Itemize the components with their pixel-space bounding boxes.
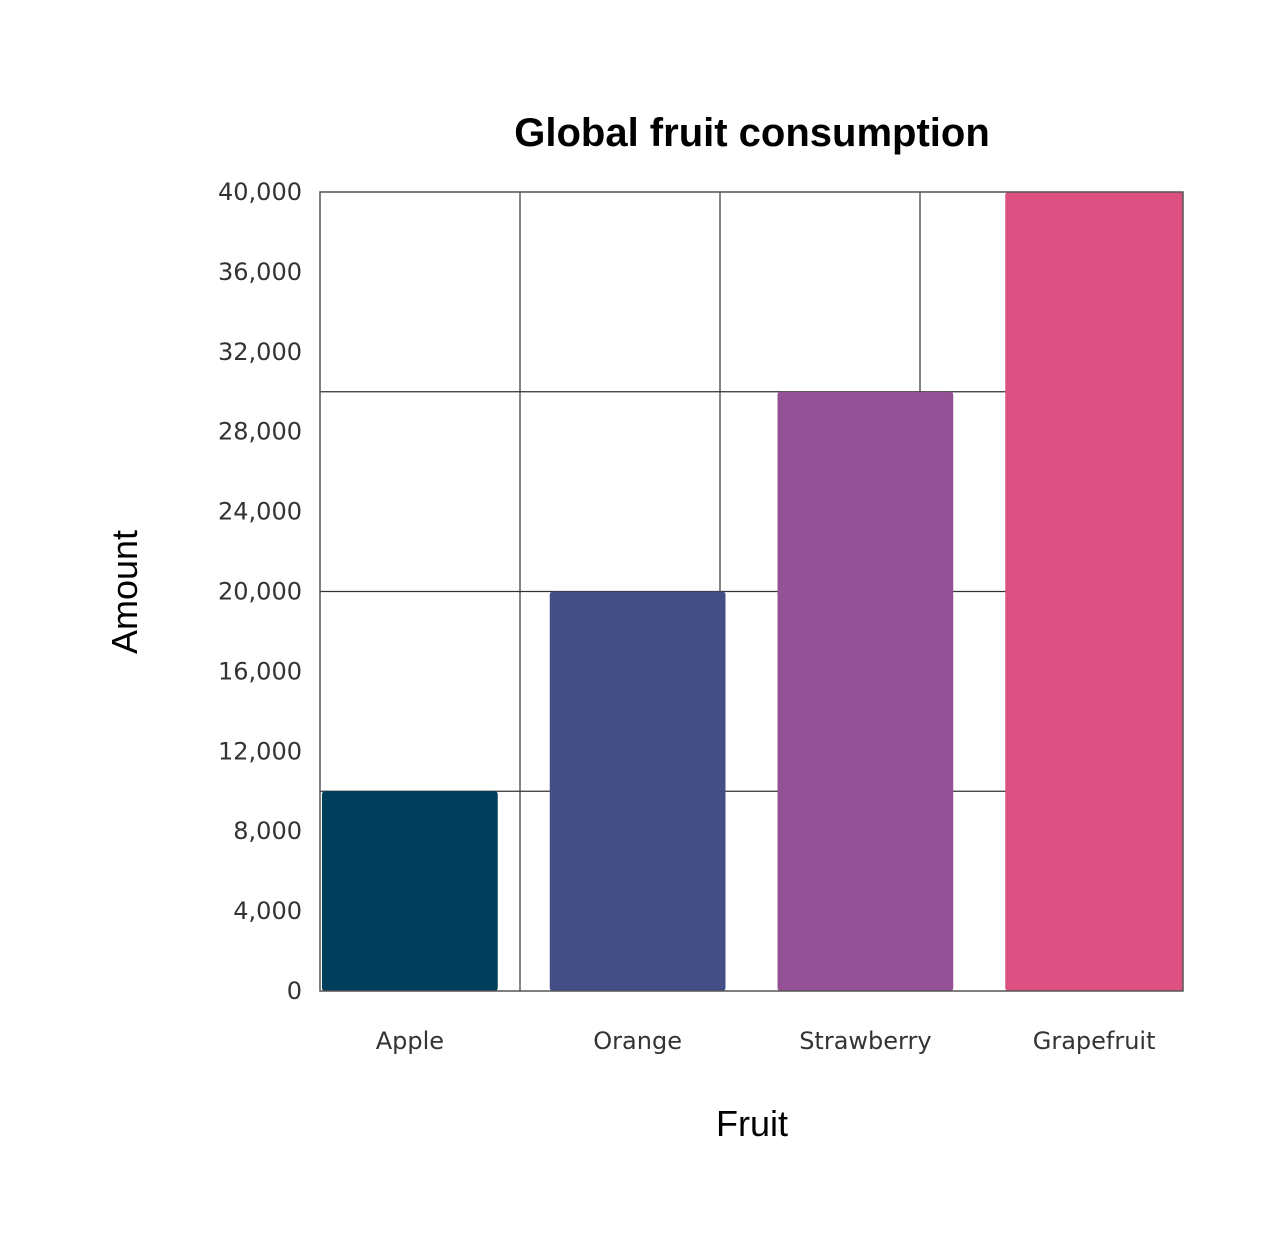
y-tick-label: 28,000 (218, 418, 302, 446)
bar-orange (549, 591, 726, 991)
y-tick-label: 40,000 (218, 178, 302, 206)
x-tick-label: Orange (593, 1027, 682, 1055)
x-tick-label: Strawberry (799, 1027, 931, 1055)
y-tick-label: 32,000 (218, 338, 302, 366)
y-tick-label: 12,000 (218, 737, 302, 765)
y-tick-label: 24,000 (218, 498, 302, 526)
y-tick-label: 20,000 (218, 578, 302, 606)
bar-strawberry (777, 391, 954, 991)
y-tick-label: 16,000 (218, 657, 302, 685)
y-axis-ticks: 0 4,000 8,000 12,000 16,000 20,000 24,000 28,00… (218, 178, 302, 1005)
x-axis-ticks: Apple Orange Strawberry Grapefruit (376, 1027, 1156, 1055)
x-tick-label: Apple (376, 1027, 444, 1055)
bar-grapefruit (1005, 192, 1183, 991)
chart-title: Global fruit consumption (514, 111, 990, 155)
y-tick-label: 36,000 (218, 258, 302, 286)
y-axis-title: Amount (104, 530, 145, 654)
bars (322, 192, 1183, 991)
bar-apple (322, 791, 498, 991)
y-tick-label: 0 (287, 977, 302, 1005)
y-tick-label: 4,000 (233, 897, 302, 925)
plot-area (319, 191, 1184, 992)
x-axis-title: Fruit (716, 1103, 788, 1144)
x-tick-label: Grapefruit (1033, 1027, 1156, 1055)
y-tick-label: 8,000 (233, 817, 302, 845)
